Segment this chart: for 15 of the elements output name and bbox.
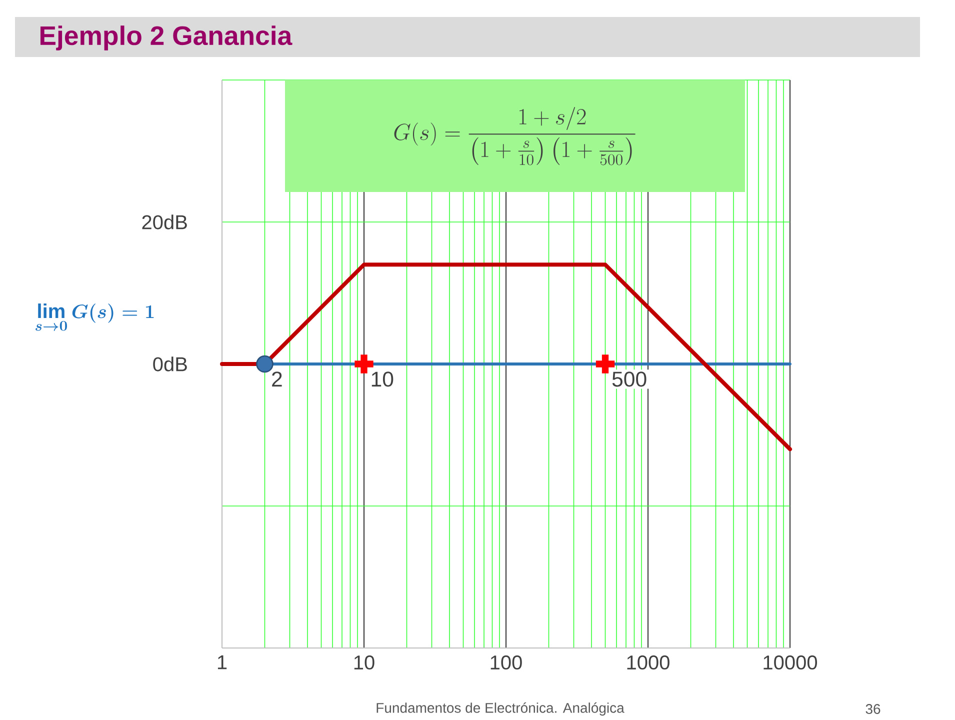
x-tick-label: 10 <box>354 655 374 670</box>
annotation: 2 <box>272 372 282 387</box>
y-tick-label: 0dB <box>153 356 187 372</box>
annotation: 10 <box>372 372 394 387</box>
x-tick-label: 100 <box>490 655 522 670</box>
y-tick-label: 20dB <box>142 214 187 230</box>
x-tick-label: 10000 <box>764 655 818 670</box>
x-tick-label: 1000 <box>627 655 670 670</box>
chart-title: Ejemplo 2 Ganancia <box>40 26 292 50</box>
annotation: $G(s)=\frac{1+s/2}{\left(1+\frac{s}{10}\right)\left(1+\frac{s}{500}\right)}$ <box>394 107 636 166</box>
text: 36 <box>866 704 880 714</box>
text: Fundamentos de Electrónica. Analógica <box>376 702 624 716</box>
annotation: 500 <box>612 372 646 387</box>
text: $\lim\limits_{s\to 0} G(s)=1$ <box>36 303 154 331</box>
x-tick-label: 1 <box>218 655 227 670</box>
